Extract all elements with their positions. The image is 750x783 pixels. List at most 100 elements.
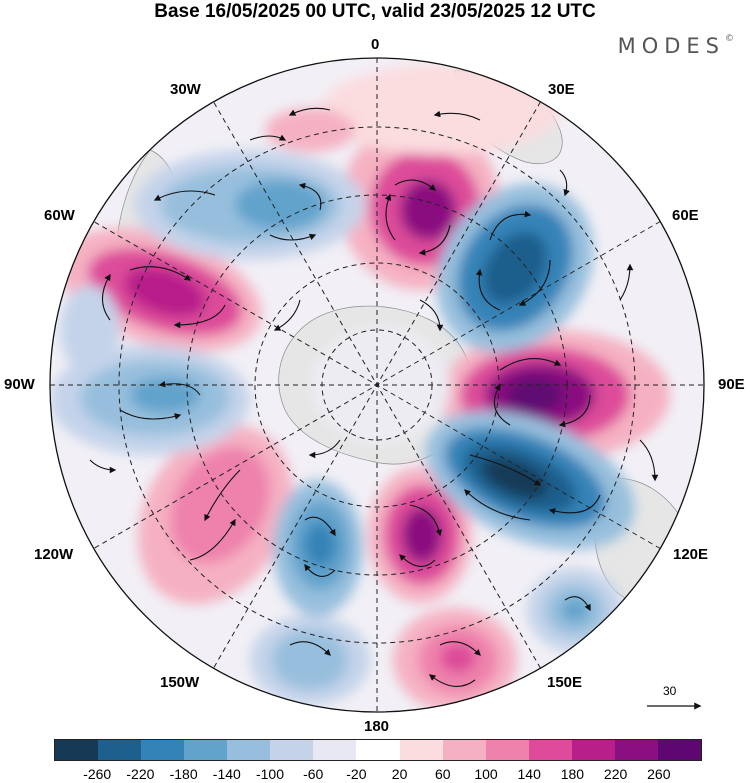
wind-vectors [89,107,659,687]
logo-text: MODES [617,34,725,58]
colorbar-tick-label: -140 [212,766,241,782]
colorbar-tick-label: 100 [474,766,498,782]
negative-anomaly-75w [60,285,120,375]
colorbar-tick-label: -60 [303,766,324,782]
label-90e: 90E [718,376,745,393]
reference-vector-value: 30 [663,684,677,698]
wind-vector [173,304,226,329]
wind-vector [384,193,396,241]
wind-vector [273,299,301,331]
positive-anomaly-150e [393,608,517,712]
wind-vector [158,380,201,396]
wind-vector [499,358,562,371]
modes-logo: MODES© [618,34,734,58]
negative-anomaly-150w [250,615,370,705]
wind-vector [189,518,236,561]
colorbar-tick-label: -100 [255,766,285,782]
logo-mark: © [725,34,734,44]
wind-vector [308,439,341,459]
label-90w: 90W [4,376,35,393]
wind-vector [564,596,591,612]
colorbar-cell [227,740,271,760]
colorbar-cell [399,740,443,760]
wind-vector [129,266,192,281]
wind-vector [89,459,117,474]
positive-anomaly-135w [137,425,293,605]
wind-vector [298,182,322,211]
wind-vector [559,169,570,197]
label-30w: 30W [170,81,201,98]
wind-vector [394,179,437,191]
wind-vector [249,134,287,141]
colorbar-tick-label: -20 [346,766,367,782]
colorbar-cell [356,740,400,760]
colorbar-tick-label: 220 [603,766,628,782]
colorbar-tick-label: -180 [169,766,198,782]
negative-anomaly-30w [135,150,365,260]
colorbar-cell [184,740,228,760]
wind-vector [409,504,443,537]
wind-vector [493,383,511,426]
wind-vector [639,439,659,482]
label-150w: 150W [160,674,200,691]
wind-vector [469,454,542,486]
wind-vector [428,674,476,687]
wind-vector [288,107,331,116]
wind-vector [204,469,241,522]
negative-anomaly-130e [527,568,623,652]
label-150e: 150E [547,674,583,691]
wind-vector [439,641,481,656]
wind-vector [418,224,451,256]
meridian-150e-30w [213,101,541,669]
map-boundary [49,57,705,713]
colorbar-tick-label: 20 [391,766,408,782]
colorbar-cell [442,740,486,760]
wind-vector [304,563,336,577]
colorbar-cell [55,740,99,760]
colorbar [54,739,702,761]
colorbar-tick-label: -220 [126,766,155,782]
neutral-pole-area [310,325,450,445]
wind-vector [433,110,481,121]
wind-vector [475,268,501,311]
label-30e: 30E [548,81,575,98]
wind-vector [153,190,216,201]
colorbar-tick-label: 140 [517,766,541,782]
label-0: 0 [371,36,380,53]
wind-vector [101,273,111,321]
wind-vector [269,233,317,241]
wind-vector [558,394,591,428]
negative-anomaly-90w [50,345,250,455]
colorbar-cell [528,740,572,760]
map-title: Base 16/05/2025 00 UTC, valid 23/05/2025… [154,1,596,22]
label-60w: 60W [44,207,75,224]
colorbar-cell [141,740,185,760]
wind-vector [399,554,436,567]
wind-vector [419,299,444,332]
colorbar-tick-label: -260 [83,766,112,782]
wind-vector [289,641,331,656]
positive-anomaly-15e [265,65,560,155]
label-120e: 120E [673,546,709,563]
map-disc-content [50,58,704,712]
wind-vector [548,494,601,515]
wind-vector [518,259,551,306]
label-120w: 120W [34,546,74,563]
colorbar-cell [313,740,357,760]
colorbar-cell [614,740,658,760]
colorbar-tick-label: 180 [560,766,585,782]
negative-anomaly-50e [436,183,594,353]
wind-vector [489,210,532,241]
wind-vector [304,516,336,537]
colorbar-cell [571,740,615,760]
label-60e: 60E [672,207,699,224]
colorbar-cell [657,740,701,760]
label-180: 180 [364,718,390,735]
colorbar-tick-label: 260 [647,766,671,782]
wind-vector [464,489,531,521]
colorbar-cell [98,740,142,760]
colorbar-cell [270,740,314,760]
negative-anomaly-165w [273,480,363,616]
colorbar-cell [485,740,529,760]
